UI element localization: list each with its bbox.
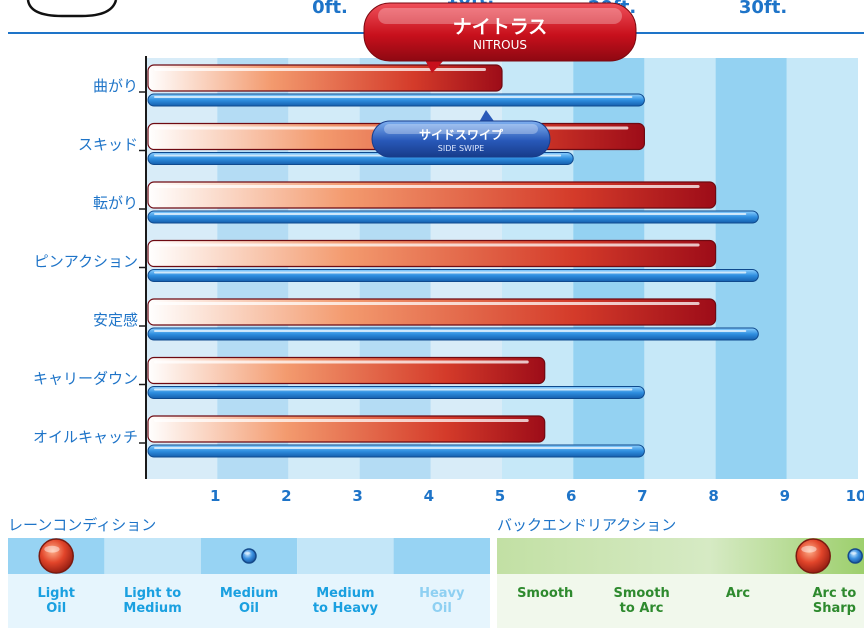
category-label-3: ピンアクション — [34, 253, 138, 271]
x-tick-label-2: 2 — [281, 487, 291, 505]
category-label-6: オイルキャッチ — [33, 428, 138, 446]
bar-sideswipe-4 — [147, 327, 759, 341]
grid-band-7 — [573, 58, 645, 479]
backend-cell-label-2: Arc — [726, 586, 750, 601]
backend-reaction-panel: バックエンドリアクション Smooth Smooth to Arc Arc Arc to… — [497, 516, 864, 628]
bar-nitrous-shine-4 — [154, 302, 700, 305]
category-label-1: スキッド — [78, 136, 138, 154]
lane-cell-label-1: Light to Medium — [123, 586, 181, 616]
legend-nitrous-subname: NITROUS — [473, 38, 527, 52]
legend-sideswipe-pill — [371, 120, 551, 158]
bar-sideswipe-shine-3 — [154, 271, 747, 274]
bar-sideswipe-shine-5 — [154, 388, 633, 391]
x-tick-label-7: 7 — [637, 487, 647, 505]
bar-nitrous-2 — [147, 181, 717, 209]
legend-sideswipe-subname: SIDE SWIPE — [438, 144, 484, 153]
lane-cell-label-3: Medium to Heavy — [313, 586, 379, 616]
bar-nitrous-6 — [147, 415, 546, 443]
lane-marker-nitrous-icon — [38, 538, 74, 574]
bar-nitrous-shine-6 — [154, 419, 529, 422]
lane-cell-1 — [104, 538, 201, 574]
grid-band-9 — [715, 58, 787, 479]
lane-condition-panel: レーンコンディション Light Oil Light to Medium Medium O… — [8, 516, 490, 628]
plot-axis — [139, 56, 147, 479]
backend-marker-nitrous-icon — [795, 538, 831, 574]
category-label-0: 曲がり — [93, 77, 138, 95]
bar-sideswipe-shine-6 — [154, 447, 633, 449]
backend-cell-label-1: Smooth to Arc — [613, 586, 669, 616]
backend-reaction-title: バックエンドリアクション — [497, 516, 676, 534]
x-tick-label-6: 6 — [566, 487, 576, 505]
backend-reaction-cells: Smooth Smooth to Arc Arc Arc to Sharp — [497, 538, 864, 628]
legend-sideswipe-name: サイドスワイプ — [419, 127, 504, 142]
x-tick-label-4: 4 — [424, 487, 434, 505]
bar-sideswipe-2 — [147, 210, 759, 224]
bar-nitrous-shine-5 — [154, 360, 529, 364]
category-label-4: 安定感 — [93, 311, 138, 329]
legend-nitrous-pointer — [424, 58, 446, 73]
x-tick-label-10: 10 — [846, 487, 864, 505]
x-tick-label-8: 8 — [708, 487, 718, 505]
bar-sideswipe-5 — [147, 386, 645, 399]
category-label-5: キャリーダウン — [33, 370, 138, 388]
legend-sideswipe: サイドスワイプ SIDE SWIPE — [371, 110, 551, 158]
lane-cell-3 — [297, 538, 394, 574]
legend-nitrous: ナイトラス NITROUS — [363, 2, 637, 73]
bar-sideswipe-shine-2 — [154, 213, 747, 215]
bar-nitrous-4 — [147, 298, 717, 326]
backend-cell-label-0: Smooth — [517, 586, 573, 601]
grid-band-8 — [644, 58, 716, 479]
bar-nitrous-shine-2 — [154, 185, 700, 188]
backend-bottom-band — [497, 574, 864, 628]
backend-cell-label-3: Arc to Sharp — [812, 586, 856, 616]
lane-bottom-band — [8, 574, 490, 628]
bar-nitrous-shine-3 — [154, 243, 700, 247]
bar-nitrous-0 — [147, 64, 503, 92]
backend-marker-sideswipe-icon — [847, 548, 863, 564]
x-tick-labels: 1 2 3 4 5 6 7 8 9 10 — [210, 487, 864, 505]
bar-sideswipe-6 — [147, 444, 645, 458]
bar-nitrous-5 — [147, 356, 546, 385]
lane-cell-4 — [393, 538, 490, 574]
lane-cell-label-2: Medium Oil — [220, 586, 278, 616]
length-label-3: 30ft. — [739, 0, 787, 18]
lane-condition-cells: Light Oil Light to Medium Medium Oil Medium to … — [8, 538, 490, 628]
bar-sideswipe-shine-4 — [154, 330, 747, 332]
lane-condition-title: レーンコンディション — [8, 516, 156, 534]
x-tick-label-5: 5 — [495, 487, 505, 505]
bar-sideswipe-0 — [147, 93, 645, 107]
bar-nitrous-shine-0 — [154, 68, 486, 71]
bar-sideswipe-shine-0 — [154, 96, 633, 98]
category-label-2: 転がり — [93, 194, 138, 212]
bar-sideswipe-3 — [147, 269, 759, 282]
legend-nitrous-name: ナイトラス — [453, 16, 548, 38]
bar-nitrous-3 — [147, 239, 717, 268]
x-tick-label-9: 9 — [780, 487, 790, 505]
logo-ring-icon — [26, 0, 118, 18]
legend-nitrous-pill — [363, 2, 637, 62]
x-tick-label-1: 1 — [210, 487, 220, 505]
length-label-0: 0ft. — [312, 0, 348, 18]
lane-cell-label-4: Heavy Oil — [419, 586, 465, 616]
lane-marker-sideswipe-icon — [241, 548, 257, 564]
lane-cell-label-0: Light Oil — [37, 586, 75, 616]
x-tick-label-3: 3 — [352, 487, 362, 505]
grid-band-10 — [786, 58, 858, 479]
